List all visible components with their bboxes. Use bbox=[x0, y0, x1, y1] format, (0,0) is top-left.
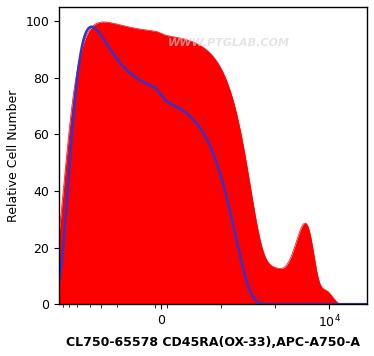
X-axis label: CL750-65578 CD45RA(OX-33),APC-A750-A: CL750-65578 CD45RA(OX-33),APC-A750-A bbox=[66, 336, 360, 349]
Text: WWW.PTGLAB.COM: WWW.PTGLAB.COM bbox=[168, 38, 289, 48]
Y-axis label: Relative Cell Number: Relative Cell Number bbox=[7, 89, 20, 222]
